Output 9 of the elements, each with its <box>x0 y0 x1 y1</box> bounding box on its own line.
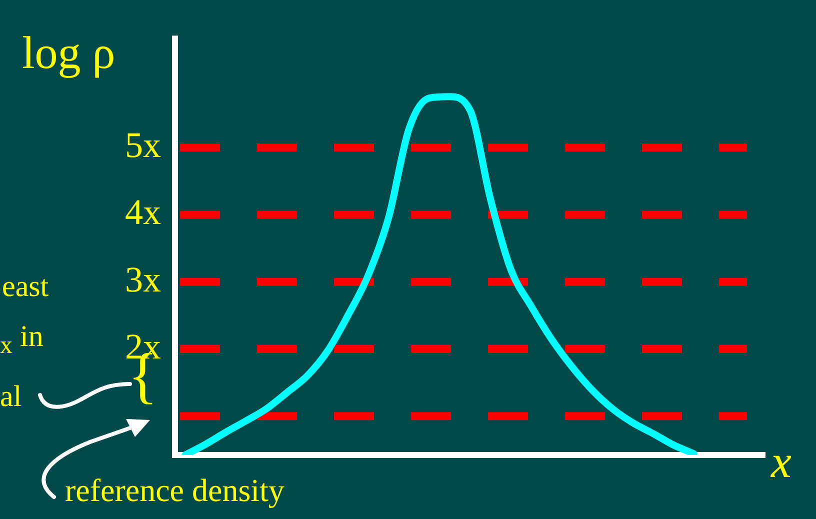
text: east <box>2 270 49 303</box>
y-tick-label: 4x <box>125 192 161 232</box>
y-tick-label: 5x <box>125 125 161 166</box>
text: $_{x}$ in <box>0 320 44 359</box>
x-axis-title: x <box>770 436 792 487</box>
y-tick-label: 3x <box>125 259 161 300</box>
text: reference density <box>65 472 284 508</box>
y-axis-title: log ρ <box>22 27 116 78</box>
text: al <box>0 380 22 413</box>
